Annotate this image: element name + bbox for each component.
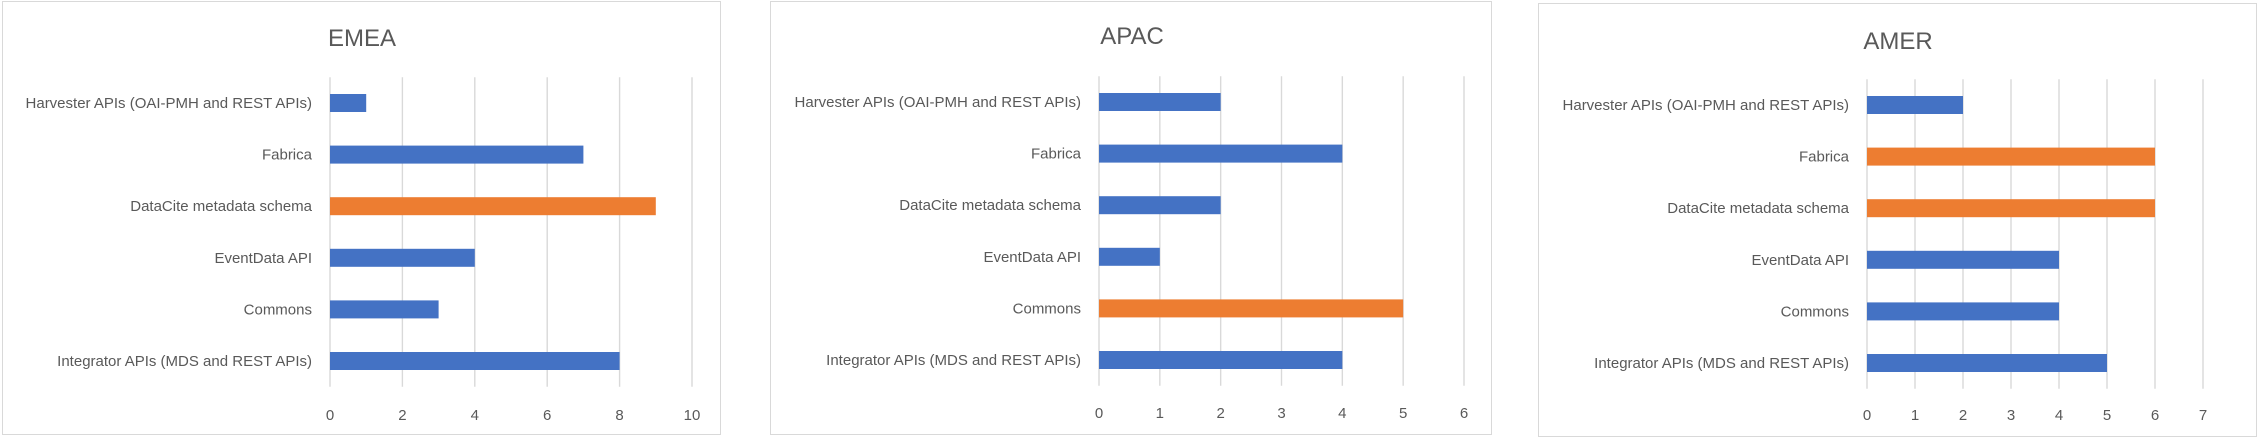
chart-svg-emea: EMEA 0 2 4 6 8 10 Harvester APIs (OAI-PMH and R… bbox=[26, 25, 701, 424]
chart-panel-amer: AMER 0 1 2 3 4 5 6 7 Harvester APIs (OAI-PMH and … bbox=[1538, 3, 2257, 437]
bar bbox=[1099, 93, 1221, 111]
category-label: Integrator APIs (MDS and REST APIs) bbox=[1594, 355, 1849, 372]
x-tick-label: 0 bbox=[1095, 405, 1103, 422]
bar bbox=[1867, 96, 1963, 114]
bar bbox=[1099, 144, 1343, 163]
chart-svg-amer: AMER 0 1 2 3 4 5 6 7 Harvester APIs (OAI-PMH and … bbox=[1563, 28, 2208, 424]
category-label: DataCite metadata schema bbox=[130, 198, 312, 215]
x-tick-label: 5 bbox=[1399, 405, 1407, 422]
x-tick-label: 5 bbox=[2103, 407, 2111, 424]
x-tick-label: 0 bbox=[1863, 407, 1871, 424]
bar bbox=[1099, 247, 1160, 266]
x-tick-label: 1 bbox=[1156, 405, 1164, 422]
chart-title: EMEA bbox=[328, 25, 396, 52]
x-tick-label: 2 bbox=[398, 407, 406, 424]
chart-panel-apac: APAC 0 1 2 3 4 5 6 Harvester APIs (OAI-PMH and R… bbox=[770, 1, 1492, 435]
bar bbox=[330, 352, 620, 370]
x-tick-label: 6 bbox=[543, 407, 551, 424]
category-label: Fabrica bbox=[262, 147, 313, 164]
category-label: Harvester APIs (OAI-PMH and REST APIs) bbox=[795, 94, 1081, 111]
x-tick-label: 0 bbox=[326, 407, 334, 424]
x-tick-label: 1 bbox=[1911, 407, 1919, 424]
x-tick-label: 3 bbox=[1277, 405, 1285, 422]
x-tick-label: 8 bbox=[615, 407, 623, 424]
category-label: Commons bbox=[1781, 303, 1849, 320]
bar bbox=[1867, 302, 2059, 321]
bar bbox=[1099, 351, 1343, 369]
category-label: EventData API bbox=[983, 249, 1081, 266]
bar bbox=[1867, 354, 2107, 372]
bar bbox=[330, 94, 367, 112]
x-tick-label: 3 bbox=[2007, 407, 2015, 424]
category-label: DataCite metadata schema bbox=[899, 197, 1081, 214]
category-label: Harvester APIs (OAI-PMH and REST APIs) bbox=[1563, 97, 1849, 114]
chart-panel-emea: EMEA 0 2 4 6 8 10 Harvester APIs (OAI-PMH and R… bbox=[2, 1, 721, 435]
x-tick-label: 4 bbox=[2055, 407, 2063, 424]
bar bbox=[330, 300, 439, 319]
bar bbox=[1867, 250, 2059, 269]
category-label: EventData API bbox=[214, 250, 312, 267]
category-label: Integrator APIs (MDS and REST APIs) bbox=[57, 353, 312, 370]
x-tick-label: 4 bbox=[471, 407, 479, 424]
category-label: Commons bbox=[244, 301, 312, 318]
x-tick-label: 2 bbox=[1959, 407, 1967, 424]
chart-title: AMER bbox=[1863, 28, 1932, 55]
category-label: DataCite metadata schema bbox=[1667, 200, 1849, 217]
x-tick-label: 6 bbox=[1460, 405, 1468, 422]
bar bbox=[330, 197, 656, 216]
category-label: Integrator APIs (MDS and REST APIs) bbox=[826, 352, 1081, 369]
bar bbox=[1867, 199, 2155, 218]
bar bbox=[1099, 196, 1221, 215]
x-tick-label: 7 bbox=[2199, 407, 2207, 424]
bar bbox=[1867, 147, 2155, 166]
x-tick-label: 2 bbox=[1216, 405, 1224, 422]
bar bbox=[330, 248, 475, 267]
chart-svg-apac: APAC 0 1 2 3 4 5 6 Harvester APIs (OAI-PMH and R… bbox=[795, 23, 1469, 422]
x-tick-label: 6 bbox=[2151, 407, 2159, 424]
bar bbox=[1099, 299, 1404, 318]
category-label: Commons bbox=[1013, 300, 1081, 317]
x-tick-label: 4 bbox=[1338, 405, 1346, 422]
category-label: Harvester APIs (OAI-PMH and REST APIs) bbox=[26, 95, 312, 112]
chart-title: APAC bbox=[1100, 23, 1164, 50]
x-tick-label: 10 bbox=[684, 407, 701, 424]
bar bbox=[330, 145, 584, 164]
category-label: EventData API bbox=[1751, 252, 1849, 269]
category-label: Fabrica bbox=[1799, 149, 1850, 166]
category-label: Fabrica bbox=[1031, 146, 1082, 163]
